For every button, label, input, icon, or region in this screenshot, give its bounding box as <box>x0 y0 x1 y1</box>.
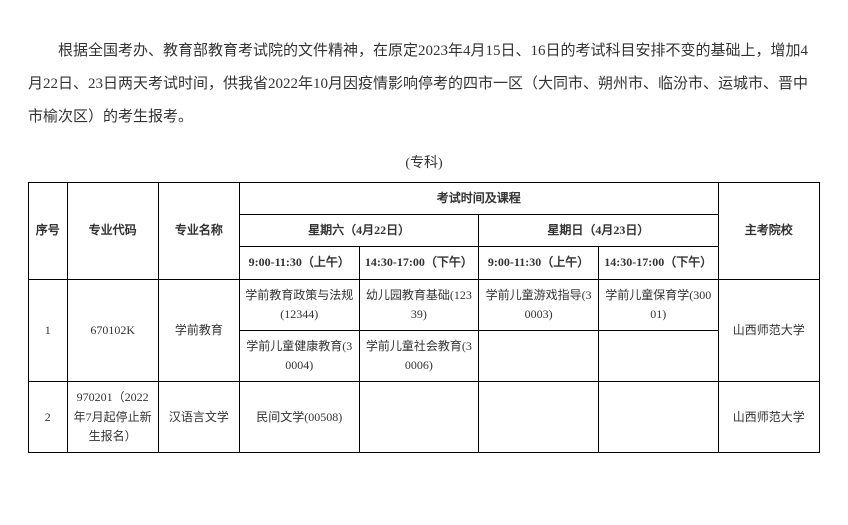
cell-slot4b <box>598 330 718 381</box>
table-row: 2 970201（2022年7月起停止新生报名） 汉语言文学 民间文学(0050… <box>29 382 820 453</box>
cell-slot3b <box>479 330 599 381</box>
header-slot3: 9:00-11:30（上午） <box>479 247 599 279</box>
cell-major: 学前教育 <box>158 279 239 382</box>
header-slot1: 9:00-11:30（上午） <box>239 247 359 279</box>
header-major: 专业名称 <box>158 183 239 280</box>
cell-slot3a: 学前儿童游戏指导(30003) <box>479 279 599 330</box>
header-school: 主考院校 <box>718 183 819 280</box>
cell-slot4a: 学前儿童保育学(30001) <box>598 279 718 330</box>
cell-slot1a: 学前教育政策与法规(12344) <box>239 279 359 330</box>
cell-slot4 <box>598 382 718 453</box>
table-row: 1 670102K 学前教育 学前教育政策与法规(12344) 幼儿园教育基础(… <box>29 279 820 330</box>
cell-code: 670102K <box>67 279 158 382</box>
intro-paragraph: 根据全国考办、教育部教育考试院的文件精神，在原定2023年4月15日、16日的考… <box>28 35 820 134</box>
cell-slot1: 民间文学(00508) <box>239 382 359 453</box>
level-title: (专科) <box>28 152 820 172</box>
cell-slot2a: 幼儿园教育基础(12339) <box>359 279 479 330</box>
cell-slot1b: 学前儿童健康教育(30004) <box>239 330 359 381</box>
cell-seq: 1 <box>29 279 68 382</box>
header-sunday: 星期日（4月23日） <box>479 215 718 247</box>
schedule-table: 序号 专业代码 专业名称 考试时间及课程 主考院校 星期六（4月22日） 星期日… <box>28 182 820 453</box>
cell-seq: 2 <box>29 382 68 453</box>
cell-slot3 <box>479 382 599 453</box>
cell-school: 山西师范大学 <box>718 279 819 382</box>
header-slot2: 14:30-17:00（下午） <box>359 247 479 279</box>
header-exam-time: 考试时间及课程 <box>239 183 718 215</box>
header-code: 专业代码 <box>67 183 158 280</box>
cell-major: 汉语言文学 <box>158 382 239 453</box>
cell-slot2b: 学前儿童社会教育(30006) <box>359 330 479 381</box>
cell-code: 970201（2022年7月起停止新生报名） <box>67 382 158 453</box>
cell-school: 山西师范大学 <box>718 382 819 453</box>
header-seq: 序号 <box>29 183 68 280</box>
cell-slot2 <box>359 382 479 453</box>
header-slot4: 14:30-17:00（下午） <box>598 247 718 279</box>
header-saturday: 星期六（4月22日） <box>239 215 478 247</box>
